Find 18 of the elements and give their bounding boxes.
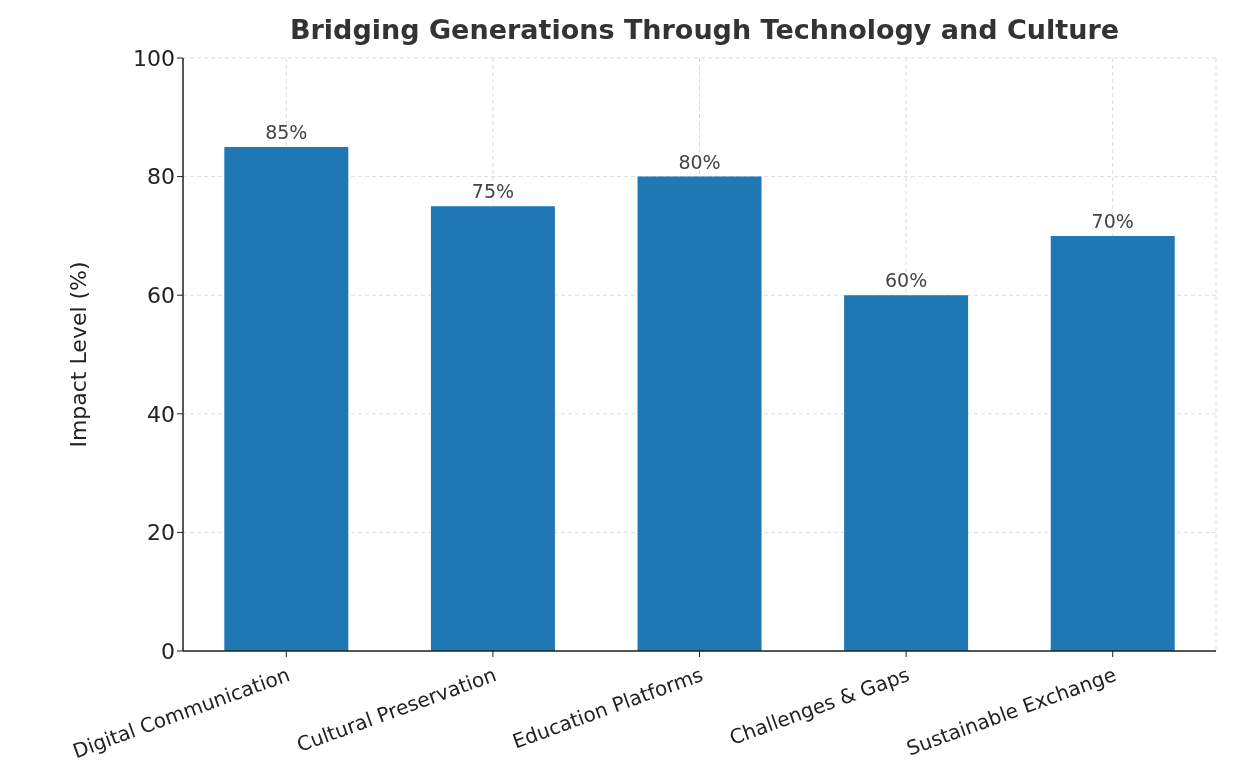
y-tick-label: 100 [133, 45, 175, 71]
y-tick-label: 20 [147, 520, 175, 546]
bar [224, 146, 349, 651]
y-tick-label: 80 [147, 164, 175, 190]
y-tick-label: 60 [147, 283, 175, 309]
data-label: 60% [885, 269, 928, 292]
data-label: 85% [265, 120, 308, 143]
chart-title: Bridging Generations Through Technology and Culture [288, 14, 1121, 45]
bar [430, 206, 555, 651]
y-tick-label: 40 [147, 401, 175, 427]
bar [844, 295, 969, 651]
data-label: 80% [678, 150, 721, 173]
data-label: 75% [471, 180, 515, 203]
bar [1050, 235, 1175, 651]
y-tick-label: 0 [161, 638, 175, 664]
y-axis-title: Impact Level (%) [65, 261, 91, 448]
data-label: 70% [1091, 209, 1134, 232]
bar [637, 176, 762, 651]
